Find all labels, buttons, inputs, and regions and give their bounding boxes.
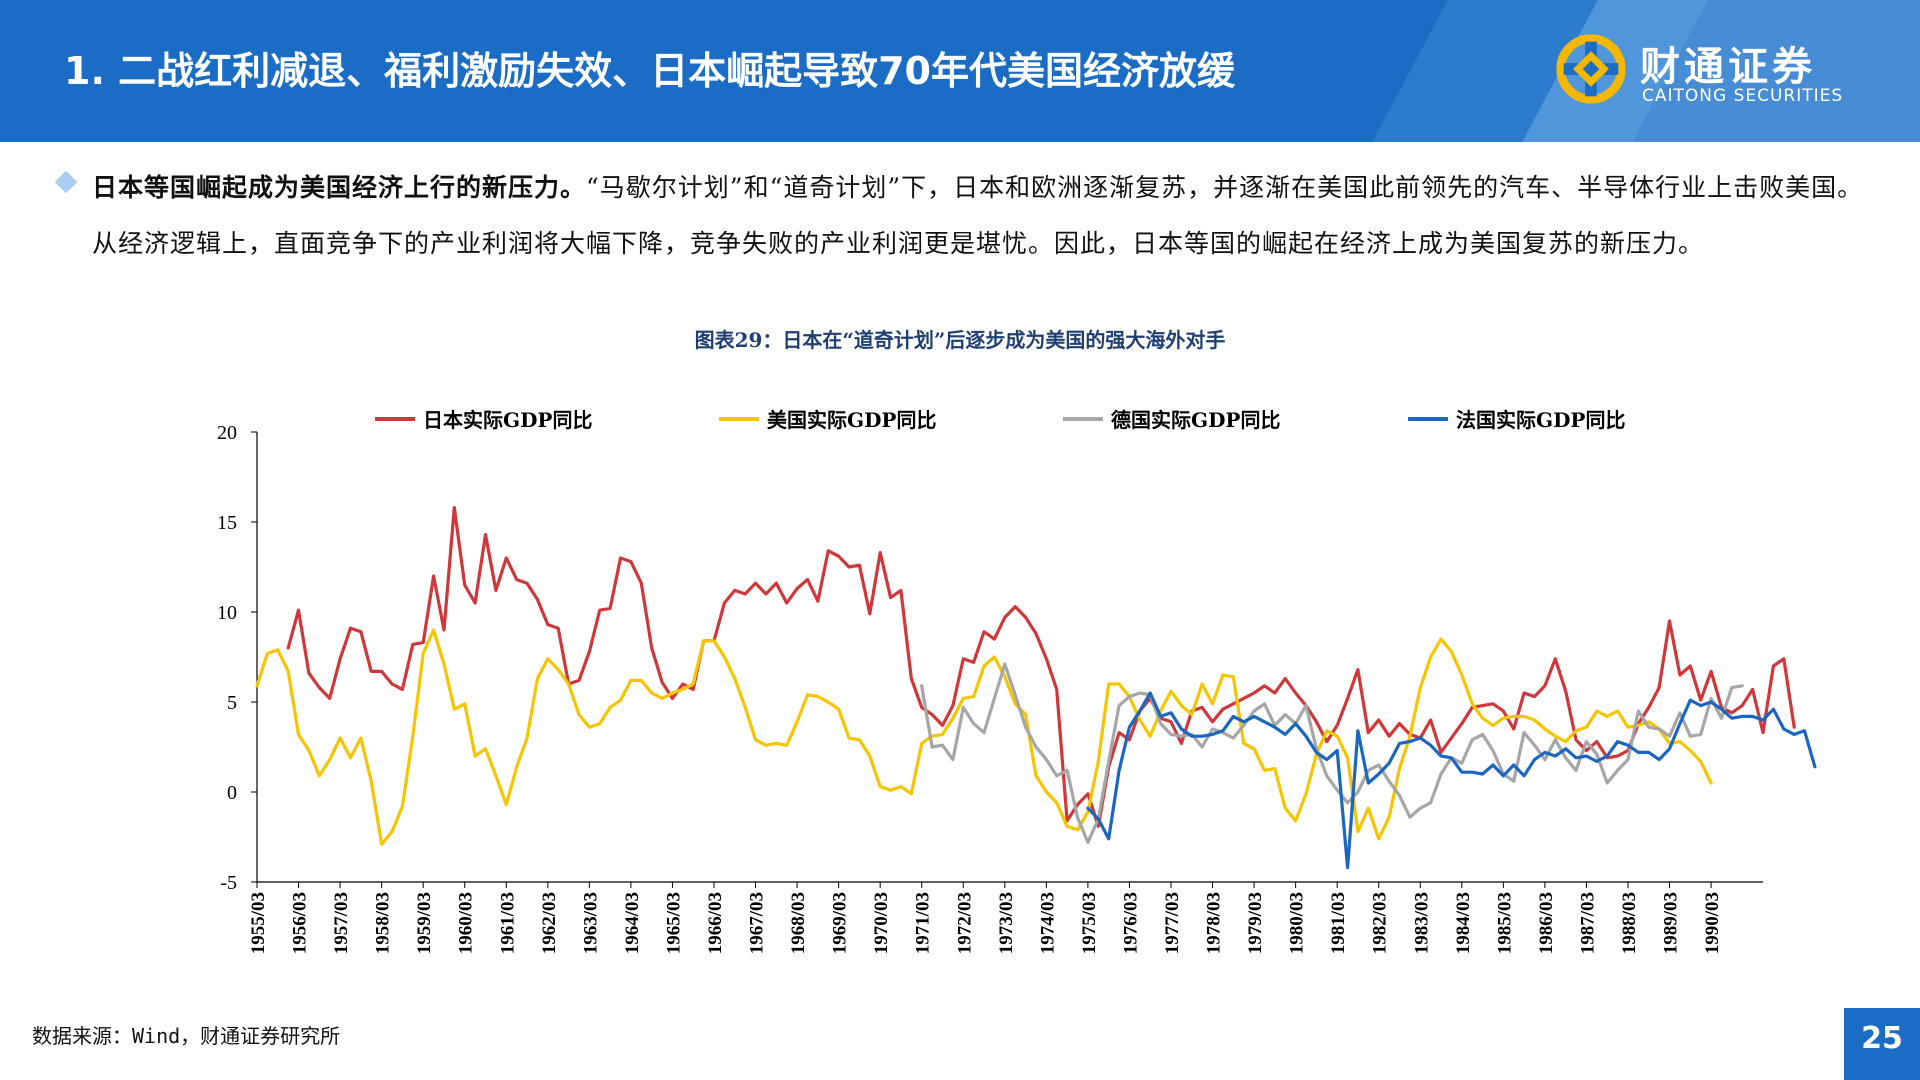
x-tick-label: 1985/03 [1494, 892, 1515, 954]
logo-text-cn: 财通证券 [1640, 44, 1816, 90]
series-line [1086, 691, 1817, 870]
series-line [920, 662, 1744, 844]
logo-text-en: CAITONG SECURITIES [1642, 86, 1844, 106]
y-tick-label: 5 [227, 692, 237, 714]
x-tick-label: 1966/03 [705, 892, 726, 954]
x-tick-label: 1979/03 [1245, 892, 1266, 954]
x-tick-label: 1983/03 [1411, 892, 1432, 954]
caitong-logo: 财通证券 CAITONG SECURITIES [1552, 26, 1852, 116]
x-tick-label: 1988/03 [1619, 892, 1640, 954]
legend-label: 日本实际GDP同比 [423, 408, 592, 432]
x-tick-label: 1978/03 [1204, 892, 1225, 954]
y-tick-label: 10 [217, 602, 237, 624]
series-line [255, 628, 1713, 846]
x-tick-label: 1959/03 [414, 892, 435, 954]
caitong-logo-icon [1556, 34, 1626, 104]
page-title: 1. 二战红利减退、福利激励失效、日本崛起导致70年代美国经济放缓 [64, 49, 1235, 93]
x-tick-label: 1990/03 [1702, 892, 1723, 954]
x-tick-label: 1981/03 [1328, 892, 1349, 954]
bullet-bold-lead: 日本等国崛起成为美国经济上行的新压力。 [92, 173, 587, 202]
x-tick-label: 1986/03 [1536, 892, 1557, 954]
x-tick-label: 1969/03 [830, 892, 851, 954]
x-tick-label: 1961/03 [497, 892, 518, 954]
x-tick-label: 1980/03 [1287, 892, 1308, 954]
bullet-text: “马歇尔计划”和“道奇计划”下，日本和欧洲逐渐复苏，并逐渐在美国此前领先的汽车、… [92, 173, 1864, 258]
legend-label: 法国实际GDP同比 [1456, 408, 1625, 432]
x-tick-label: 1973/03 [996, 892, 1017, 954]
gdp-line-chart: 20 15 10 5 0 -5 1955/03 1956/03 1957/03 1958/03 19… [217, 408, 1817, 954]
x-tick-label: 1975/03 [1079, 892, 1100, 954]
x-tick-label: 1964/03 [622, 892, 643, 954]
x-tick-label: 1962/03 [539, 892, 560, 954]
diamond-bullet-icon [54, 170, 78, 194]
x-tick-label: 1957/03 [331, 892, 352, 954]
x-tick-label: 1989/03 [1661, 892, 1682, 954]
y-tick-label: 20 [217, 422, 237, 444]
x-tick-label: 1987/03 [1577, 892, 1598, 954]
x-tick-label: 1965/03 [663, 892, 684, 954]
bullet-paragraph: 日本等国崛起成为美国经济上行的新压力。“马歇尔计划”和“道奇计划”下，日本和欧洲… [92, 160, 1872, 272]
header-bar: 1. 二战红利减退、福利激励失效、日本崛起导致70年代美国经济放缓 财通证券 C… [0, 0, 1920, 142]
chart-title: 图表29：日本在“道奇计划”后逐步成为美国的强大海外对手 [694, 328, 1226, 352]
x-tick-label: 1958/03 [373, 892, 394, 954]
y-tick-label: 0 [227, 782, 237, 804]
data-source: 数据来源：Wind，财通证券研究所 [32, 1024, 341, 1048]
x-tick-label: 1963/03 [580, 892, 601, 954]
x-tick-label: 1968/03 [788, 892, 809, 954]
x-tick-label: 1982/03 [1370, 892, 1391, 954]
legend-label: 美国实际GDP同比 [767, 408, 936, 432]
x-tick-label: 1956/03 [290, 892, 311, 954]
x-tick-label: 1967/03 [747, 892, 768, 954]
page-number: 25 [1844, 1008, 1920, 1080]
x-tick-label: 1970/03 [871, 892, 892, 954]
x-tick-label: 1971/03 [913, 892, 934, 954]
x-tick-label: 1974/03 [1037, 892, 1058, 954]
x-tick-label: 1984/03 [1453, 892, 1474, 954]
y-tick-label: 15 [217, 512, 237, 534]
x-tick-label: 1976/03 [1120, 892, 1141, 954]
x-tick-label: 1955/03 [248, 892, 269, 954]
x-tick-label: 1960/03 [456, 892, 477, 954]
legend-label: 德国实际GDP同比 [1111, 408, 1280, 432]
x-tick-label: 1977/03 [1162, 892, 1183, 954]
series-line [286, 505, 1796, 828]
x-tick-label: 1972/03 [954, 892, 975, 954]
y-tick-label: -5 [220, 872, 237, 894]
